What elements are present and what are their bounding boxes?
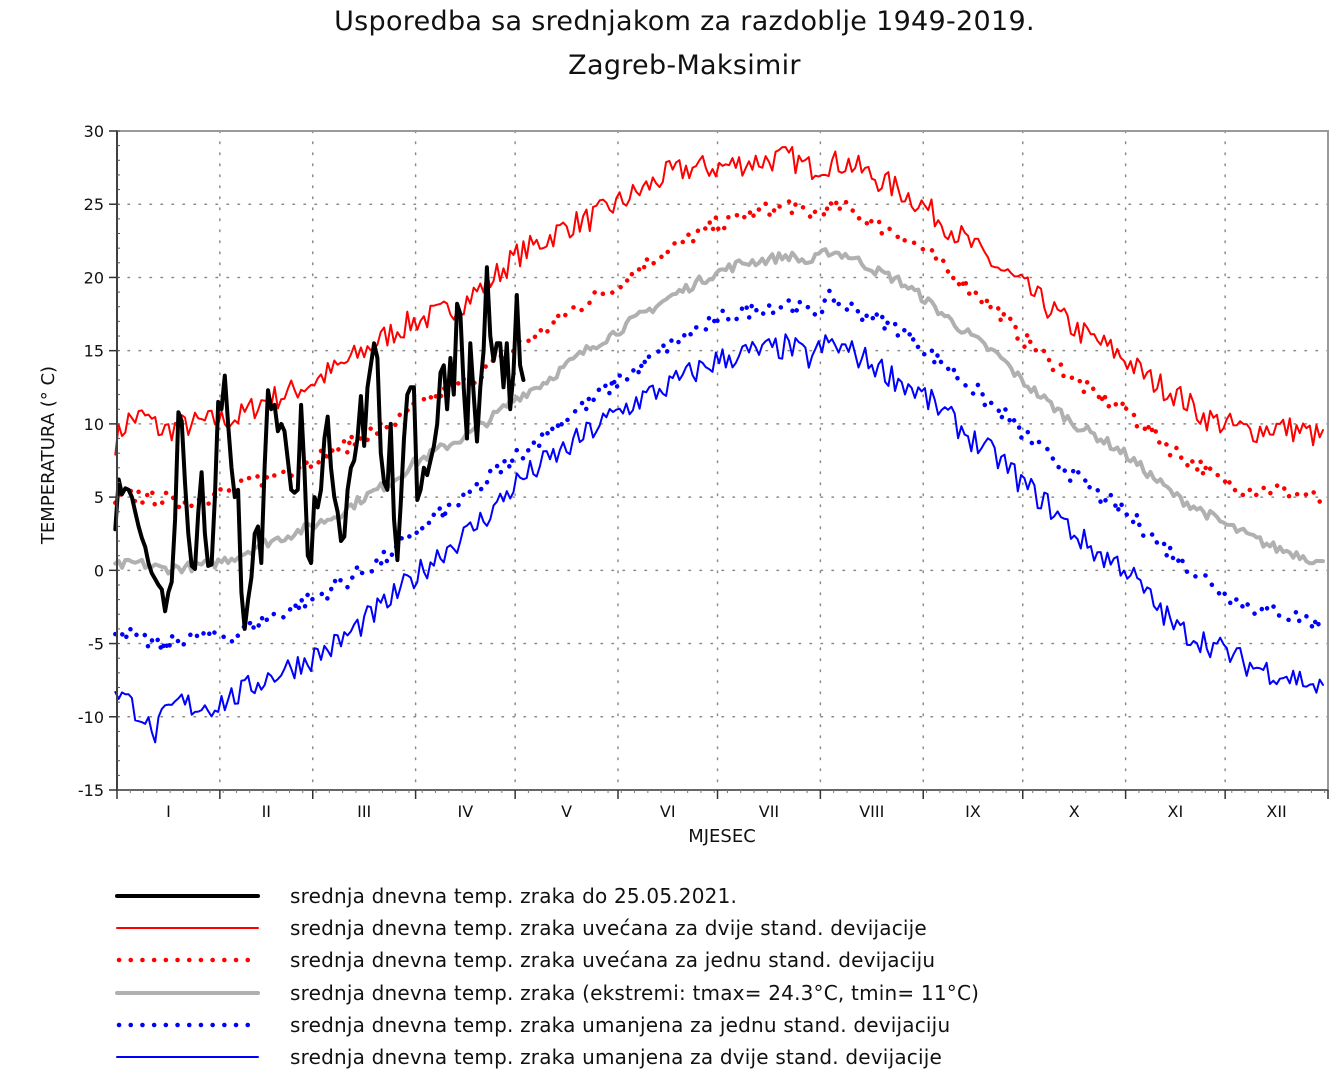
- x-tick-label: III: [357, 802, 371, 821]
- legend-swatch-observed: [115, 894, 260, 899]
- y-tick-label: 15: [84, 342, 104, 361]
- series-observed-line: [113, 265, 526, 631]
- chart-title: Usporedba sa srednjakom za razdoblje 194…: [334, 6, 1035, 37]
- x-axis: I II III IV V VI VII VIII IX X XI XII: [116, 790, 1329, 821]
- legend-label: srednja dnevna temp. zraka uvećana za je…: [290, 948, 936, 973]
- series-minus1sd-line: [113, 288, 1326, 655]
- y-tick-label: 5: [94, 488, 104, 507]
- x-tick-label: II: [262, 802, 271, 821]
- legend-item: srednja dnevna temp. zraka umanjena za d…: [115, 1041, 979, 1073]
- y-tick-label: 25: [84, 195, 104, 214]
- y-axis: 30 25 20 15 10 5 0 -5 -10 -15: [78, 122, 120, 800]
- series-mean-line: [113, 247, 1325, 576]
- x-tick-label: VII: [759, 802, 779, 821]
- x-tick-label: IX: [965, 802, 981, 821]
- series-plus1sd-line: [113, 197, 1326, 512]
- legend-swatch-mean: [115, 990, 260, 995]
- legend-swatch-plus1sd: [116, 958, 260, 963]
- legend-swatch-plus2sd: [116, 927, 259, 930]
- legend-label: srednja dnevna temp. zraka (ekstremi: tm…: [290, 980, 980, 1005]
- x-tick-label: VIII: [859, 802, 884, 821]
- legend-item: srednja dnevna temp. zraka umanjena za j…: [115, 1009, 979, 1041]
- legend-swatch-minus2sd: [116, 1056, 259, 1059]
- x-tick-label: X: [1069, 802, 1080, 821]
- legend-label: srednja dnevna temp. zraka umanjena za j…: [290, 1012, 951, 1037]
- legend-item: srednja dnevna temp. zraka uvećana za dv…: [115, 912, 979, 944]
- legend-swatch-minus1sd: [116, 1022, 260, 1028]
- y-tick-label: 20: [84, 268, 104, 287]
- grid-lines: [116, 130, 1329, 791]
- x-tick-label: XII: [1266, 802, 1286, 821]
- legend-item: srednja dnevna temp. zraka (ekstremi: tm…: [115, 977, 979, 1009]
- legend-item: srednja dnevna temp. zraka do 25.05.2021…: [115, 880, 979, 912]
- x-tick-label: I: [166, 802, 171, 821]
- y-axis-label: TEMPERATURA (° C): [38, 366, 59, 545]
- x-tick-label: XI: [1168, 802, 1184, 821]
- legend-label: srednja dnevna temp. zraka umanjena za d…: [290, 1045, 942, 1070]
- x-tick-label: VI: [660, 802, 676, 821]
- y-tick-label: 10: [84, 415, 104, 434]
- legend-item: srednja dnevna temp. zraka uvećana za je…: [115, 944, 979, 976]
- y-tick-label: 0: [94, 561, 104, 580]
- y-tick-label: -15: [78, 781, 104, 800]
- series-minus2sd-line: [114, 333, 1324, 744]
- x-tick-label: IV: [458, 802, 474, 821]
- y-tick-label: -5: [88, 635, 104, 654]
- x-tick-label: V: [561, 802, 572, 821]
- legend-label: srednja dnevna temp. zraka uvećana za dv…: [290, 916, 927, 941]
- chart-subtitle: Zagreb-Maksimir: [568, 50, 801, 81]
- series-plus2sd-line: [114, 146, 1324, 456]
- legend-label: srednja dnevna temp. zraka do 25.05.2021…: [290, 884, 738, 909]
- legend: srednja dnevna temp. zraka do 25.05.2021…: [115, 880, 979, 1073]
- x-axis-label: MJESEC: [688, 826, 756, 847]
- series-layer: [113, 146, 1326, 744]
- y-tick-label: -10: [78, 708, 104, 727]
- y-tick-label: 30: [84, 122, 104, 141]
